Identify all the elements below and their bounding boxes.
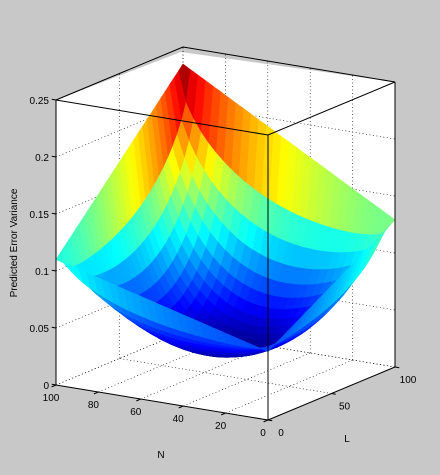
x-tick-mark: [179, 406, 183, 408]
x-tick-label: 0: [260, 428, 266, 439]
x-tick-mark: [136, 399, 140, 401]
z-tick-mark: [52, 270, 56, 271]
x-axis-label: N: [157, 450, 164, 461]
y-axis-label: L: [344, 434, 350, 445]
z-tick-mark: [52, 213, 56, 214]
x-tick-mark: [221, 413, 225, 415]
x-tick-label: 20: [215, 421, 227, 432]
y-tick-mark: [268, 420, 272, 421]
z-tick-mark: [52, 156, 56, 157]
y-tick-mark: [395, 367, 399, 368]
z-tick-label: 0.05: [30, 324, 50, 335]
x-tick-mark: [94, 392, 98, 394]
y-tick-label: 100: [400, 375, 417, 386]
z-tick-label: 0.1: [35, 267, 49, 278]
z-tick-mark: [52, 327, 56, 328]
x-tick-label: 40: [173, 414, 185, 425]
z-tick-mark: [52, 99, 56, 100]
y-tick-label: 50: [339, 402, 351, 413]
x-tick-mark: [264, 420, 268, 422]
z-axis-label: Predicted Error Variance: [9, 188, 20, 297]
y-tick-mark: [332, 394, 336, 395]
z-tick-mark: [52, 384, 56, 385]
z-tick-label: 0: [43, 381, 49, 392]
x-tick-label: 80: [88, 400, 100, 411]
z-tick-label: 0.15: [30, 210, 50, 221]
z-tick-label: 0.2: [35, 153, 49, 164]
x-tick-label: 60: [130, 407, 142, 418]
z-tick-label: 0.25: [30, 96, 50, 107]
x-tick-label: 100: [43, 393, 60, 404]
y-tick-label: 0: [278, 428, 284, 439]
